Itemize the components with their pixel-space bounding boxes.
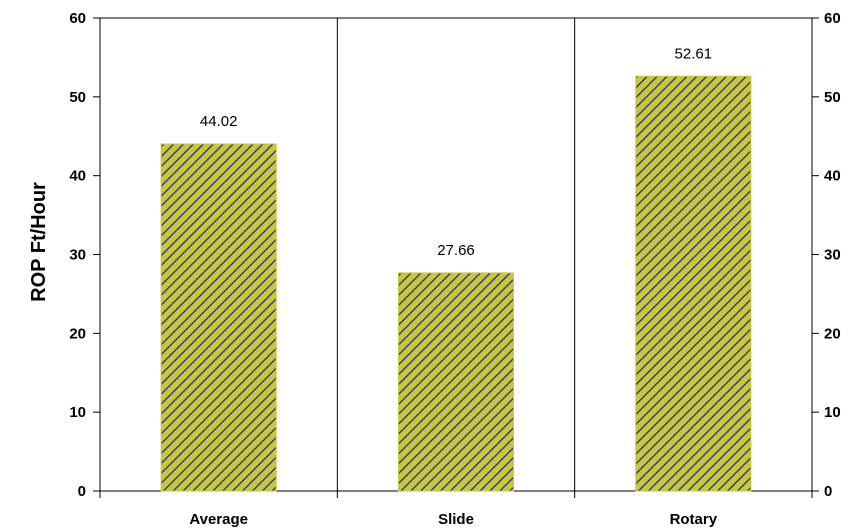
y-tick-label: 40 bbox=[69, 168, 86, 185]
data-label: 52.61 bbox=[675, 45, 713, 62]
secondary-y-tick-label: 30 bbox=[824, 247, 841, 264]
category-label: Rotary bbox=[670, 511, 718, 528]
category-label: Average bbox=[189, 511, 248, 528]
secondary-y-tick-label: 10 bbox=[824, 404, 841, 421]
y-tick-label: 50 bbox=[69, 89, 86, 106]
bar bbox=[635, 75, 752, 492]
secondary-y-tick-label: 60 bbox=[824, 10, 841, 27]
data-label: 44.02 bbox=[200, 113, 238, 130]
secondary-y-tick-label: 40 bbox=[824, 168, 841, 185]
plot-area: 0 10 20 30 40 50 60 0 10 20 30 40 50 60 44.02 Average 27… bbox=[69, 10, 840, 528]
y-tick-label: 20 bbox=[69, 325, 86, 342]
y-axis-label: ROP Ft/Hour bbox=[28, 182, 50, 302]
y-tick-label: 30 bbox=[69, 247, 86, 264]
data-label: 27.66 bbox=[437, 242, 475, 259]
y-tick-label: 10 bbox=[69, 404, 86, 421]
bar bbox=[160, 143, 277, 492]
category-label: Slide bbox=[438, 511, 474, 528]
bar bbox=[398, 272, 514, 492]
secondary-y-tick-label: 50 bbox=[824, 89, 841, 106]
y-tick-label: 0 bbox=[78, 483, 86, 500]
secondary-y-tick-label: 0 bbox=[824, 483, 832, 500]
y-tick-label: 60 bbox=[69, 10, 86, 27]
secondary-y-tick-label: 20 bbox=[824, 325, 841, 342]
